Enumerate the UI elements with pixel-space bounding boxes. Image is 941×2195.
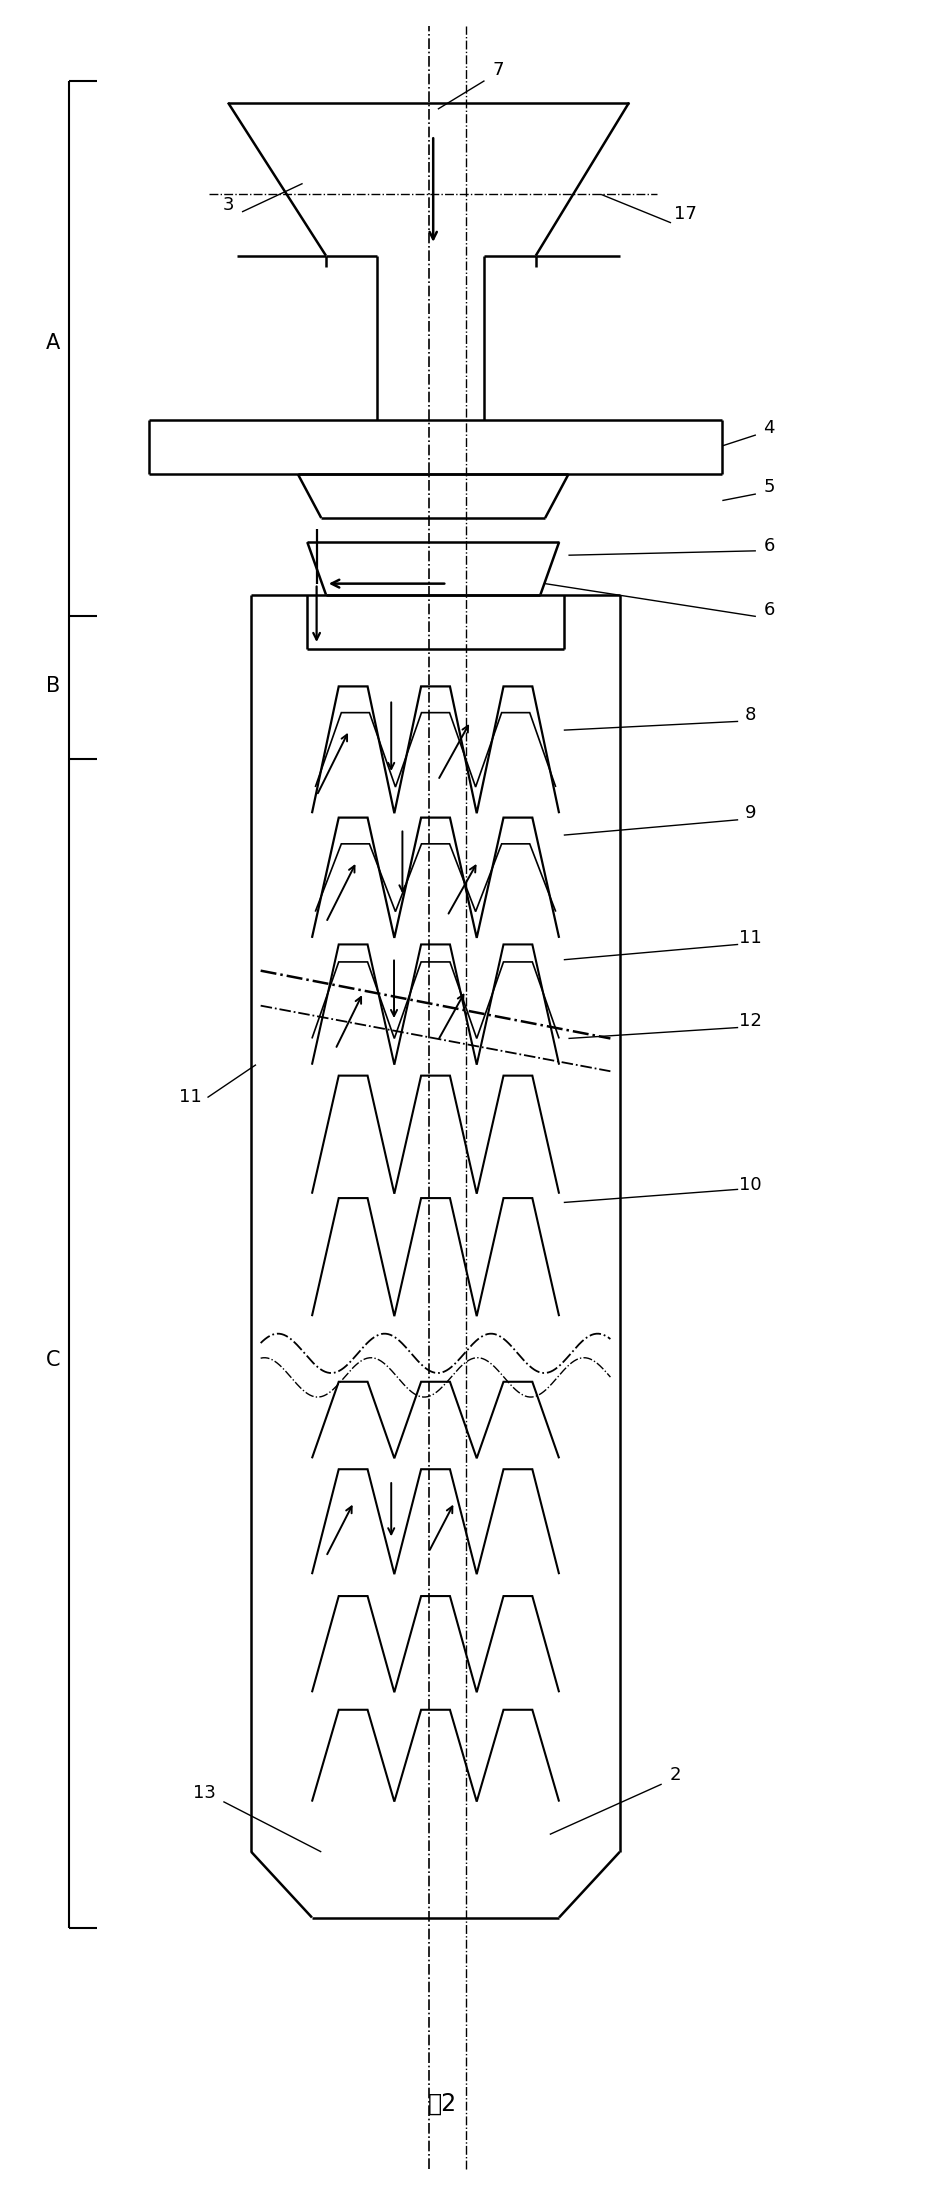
Text: 8: 8 — [744, 707, 756, 724]
Text: 11: 11 — [739, 928, 761, 946]
Text: 10: 10 — [739, 1177, 761, 1194]
Text: 12: 12 — [739, 1012, 761, 1029]
Text: 17: 17 — [674, 204, 696, 224]
Text: 9: 9 — [744, 803, 756, 823]
Text: 6: 6 — [763, 538, 774, 555]
Text: 4: 4 — [763, 419, 774, 437]
Text: 6: 6 — [763, 601, 774, 619]
Text: 11: 11 — [180, 1089, 202, 1106]
Text: C: C — [45, 1350, 60, 1370]
Text: 3: 3 — [222, 195, 233, 215]
Text: 7: 7 — [493, 61, 504, 79]
Text: 13: 13 — [193, 1785, 216, 1802]
Text: A: A — [45, 334, 60, 353]
Text: B: B — [45, 676, 60, 696]
Text: 图2: 图2 — [428, 2092, 457, 2116]
Text: 5: 5 — [763, 479, 774, 496]
Text: 2: 2 — [670, 1767, 681, 1785]
